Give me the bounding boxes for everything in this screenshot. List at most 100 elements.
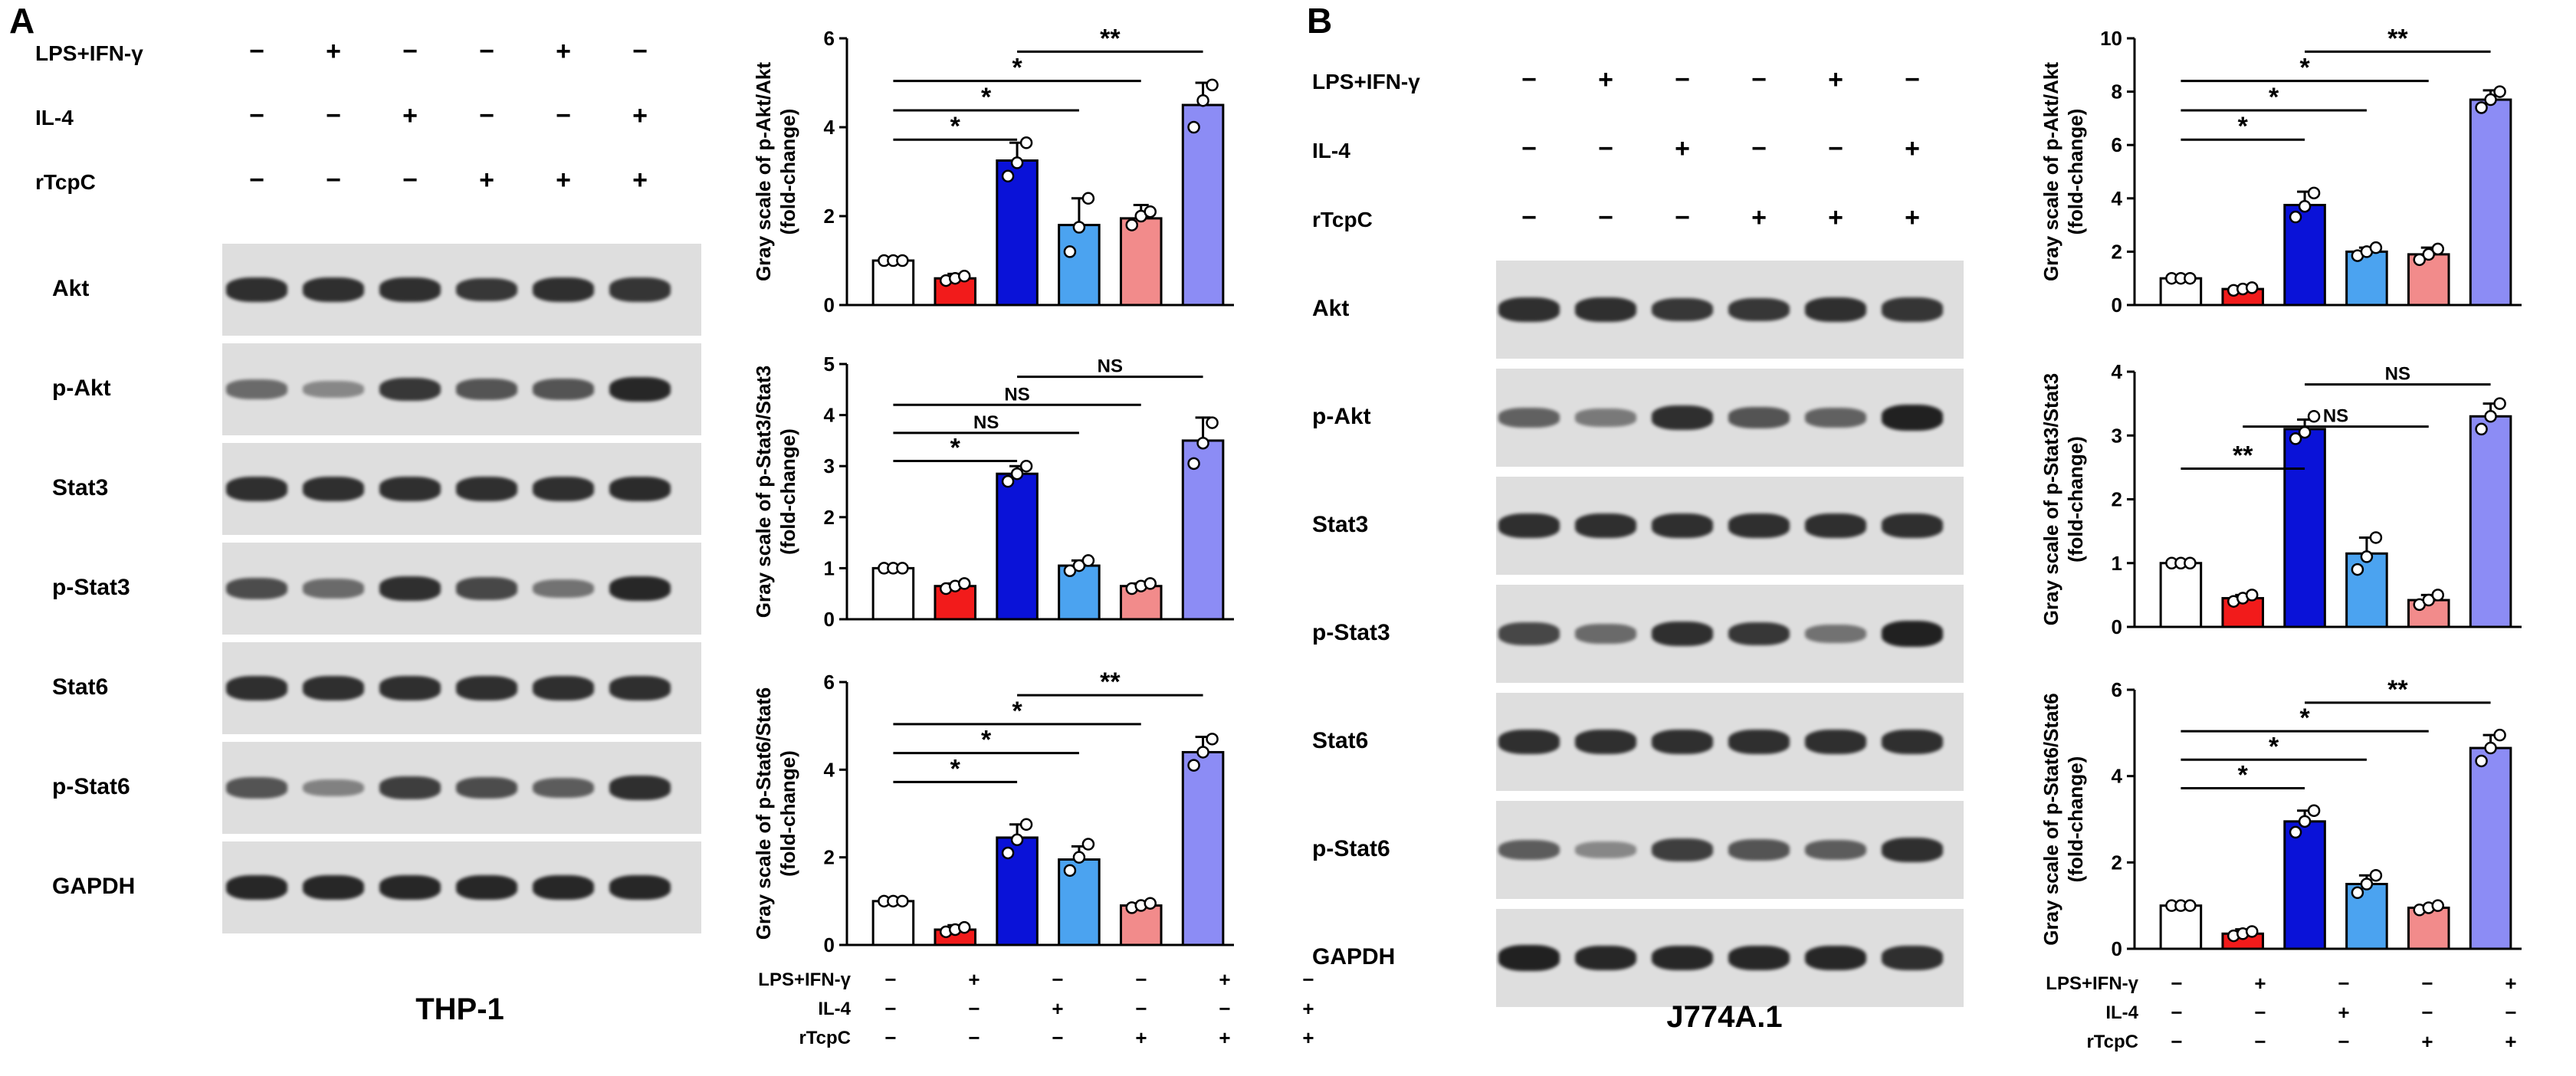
protein-band — [1805, 945, 1866, 971]
protein-band — [456, 277, 517, 302]
protein-band — [456, 379, 517, 400]
condition-sign: − — [326, 101, 341, 130]
y-axis-label-line: (fold-change) — [2064, 436, 2087, 563]
chart-condition-sign: − — [1302, 968, 1314, 991]
data-point — [2493, 728, 2506, 742]
y-axis-label: Gray scale of p-Stat3/Stat3(fold-change) — [752, 366, 799, 618]
chart-condition-sign: − — [1219, 997, 1231, 1020]
bar — [2159, 904, 2203, 950]
protein-band — [1498, 839, 1560, 861]
protein-band — [533, 477, 594, 501]
chart-condition-sign: + — [1219, 968, 1231, 991]
bar — [2469, 415, 2512, 628]
condition-sign: − — [1598, 203, 1613, 232]
protein-band — [303, 579, 364, 599]
bar — [996, 472, 1039, 621]
data-point — [1081, 554, 1095, 567]
data-point — [2298, 425, 2312, 439]
y-tick-label: 0 — [2112, 937, 2122, 960]
protein-band — [533, 874, 594, 900]
protein-label: GAPDH — [52, 874, 136, 899]
blot-image — [1496, 801, 1964, 899]
chart-condition-sign: + — [2505, 972, 2517, 995]
chart-condition-sign: + — [2505, 1030, 2517, 1053]
significance-label: * — [2238, 112, 2249, 141]
protein-band — [1575, 841, 1636, 858]
condition-label: IL-4 — [1312, 139, 1350, 162]
y-tick-label: 2 — [824, 205, 835, 228]
chart-condition-sign: − — [2171, 972, 2183, 995]
condition-sign: − — [402, 37, 418, 66]
condition-sign: − — [402, 166, 418, 195]
y-axis-label-line: (fold-change) — [776, 428, 799, 555]
bar — [2345, 552, 2388, 628]
data-point — [1072, 559, 1086, 572]
chart-condition-sign: − — [1135, 968, 1147, 991]
data-point — [2246, 925, 2259, 938]
data-point — [2431, 899, 2444, 912]
data-point — [1019, 459, 1033, 473]
protein-label: p-Stat3 — [52, 575, 130, 600]
condition-label: rTcpC — [35, 170, 96, 194]
condition-label: rTcpC — [1312, 208, 1373, 231]
data-point — [2351, 563, 2364, 576]
data-point — [1081, 192, 1095, 205]
bar-chart: Gray scale of p-Stat3/Stat3(fold-change)… — [752, 353, 1234, 631]
data-point — [2246, 589, 2259, 602]
data-point — [2484, 741, 2497, 755]
bar — [1119, 217, 1163, 307]
protein-band — [1728, 622, 1790, 646]
y-tick-label: 6 — [824, 671, 835, 694]
data-point — [1196, 746, 1209, 759]
chart-condition-label: LPS+IFN-γ — [2046, 973, 2138, 994]
protein-band — [456, 676, 517, 700]
y-tick-label: 2 — [2112, 851, 2122, 874]
data-point — [958, 270, 971, 283]
y-axis-label-line: (fold-change) — [2064, 109, 2087, 235]
protein-band — [1728, 513, 1790, 538]
y-tick-label: 4 — [2112, 765, 2123, 788]
protein-band — [1652, 838, 1713, 861]
protein-band — [1498, 513, 1560, 538]
y-tick-label: 6 — [2112, 678, 2122, 701]
data-point — [1001, 169, 1015, 183]
data-point — [2475, 101, 2488, 114]
protein-band — [1882, 621, 1943, 647]
protein-band — [1652, 945, 1713, 971]
data-point — [896, 562, 909, 575]
protein-band — [1498, 408, 1560, 428]
data-point — [1072, 851, 1086, 864]
blot-image — [222, 742, 701, 834]
protein-band — [1728, 945, 1790, 971]
protein-band — [1652, 513, 1713, 538]
data-point — [2369, 868, 2383, 882]
protein-band — [1728, 839, 1790, 861]
protein-band — [226, 676, 287, 700]
protein-band — [456, 577, 517, 600]
protein-band — [379, 477, 441, 501]
blot-image — [222, 642, 701, 734]
chart-condition-sign: − — [968, 997, 980, 1020]
chart-condition-sign: + — [1052, 997, 1064, 1020]
chart-condition-sign: + — [968, 968, 980, 991]
bar — [1181, 439, 1225, 621]
y-tick-label: 2 — [2112, 488, 2122, 511]
chart-condition-sign: − — [2505, 1001, 2517, 1024]
data-point — [1125, 218, 1138, 231]
data-point — [1010, 156, 1024, 169]
data-point — [1063, 245, 1077, 258]
data-point — [1019, 136, 1033, 149]
significance-label: * — [2299, 54, 2310, 83]
y-axis-label-line: (fold-change) — [2064, 756, 2087, 883]
y-axis-label-line: Gray scale of p-Stat6/Stat6 — [2039, 693, 2062, 945]
protein-label: Stat3 — [1312, 512, 1369, 537]
protein-band — [1882, 405, 1943, 431]
y-axis-label-line: Gray scale of p-Stat3/Stat3 — [752, 366, 775, 618]
protein-label: Stat6 — [52, 674, 109, 700]
data-point — [1206, 416, 1219, 429]
data-point — [1063, 864, 1077, 878]
chart-condition-sign: − — [2421, 1001, 2433, 1024]
chart-condition-sign: + — [1302, 1026, 1314, 1049]
protein-label: p-Stat6 — [52, 774, 130, 799]
bar — [2159, 562, 2203, 628]
